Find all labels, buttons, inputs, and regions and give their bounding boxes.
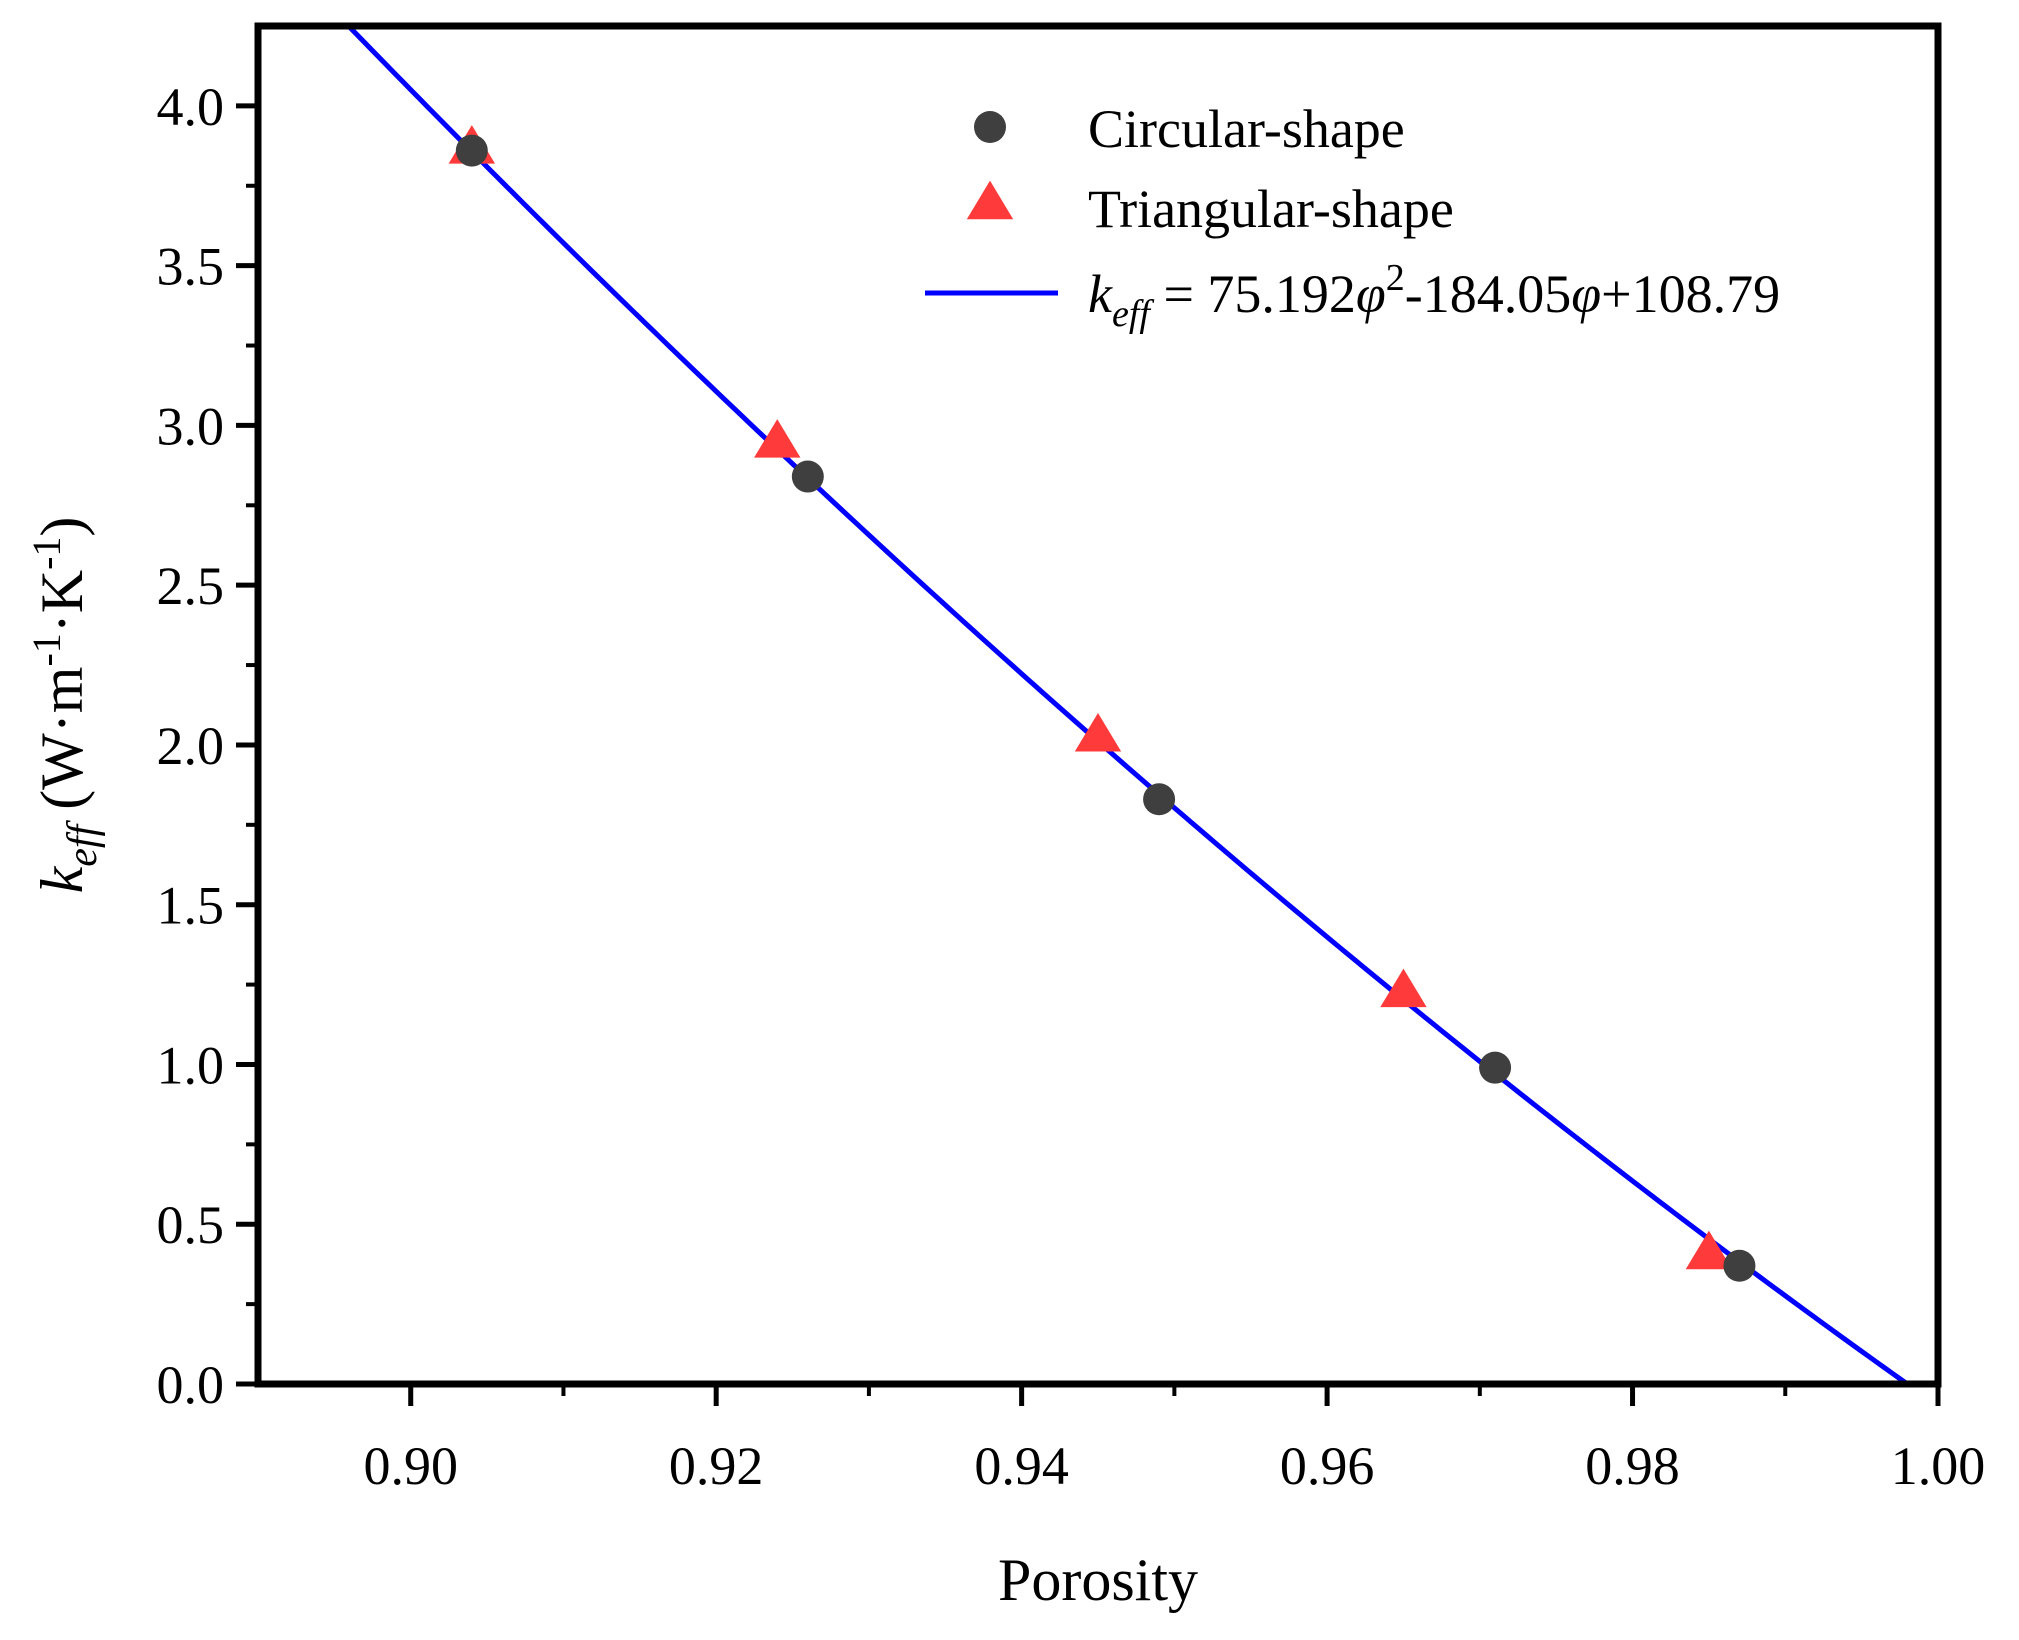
data-point-circular	[1479, 1051, 1512, 1084]
legend-marker-triangular	[966, 180, 1014, 220]
data-point-circular	[791, 460, 824, 493]
legend-label-fit: keff = 75.192φ2-184.05φ+108.79	[1088, 257, 1780, 335]
legend-fit-subscript: eff	[1112, 293, 1154, 335]
y-tick-label: 0.0	[157, 1355, 225, 1415]
legend-fit-eq-part2: -184.05	[1405, 264, 1571, 324]
x-tick-label: 1.00	[1891, 1436, 1986, 1496]
plot-frame	[254, 22, 1942, 1388]
legend-fit-eq-part1: = 75.192	[1150, 264, 1356, 324]
fit-curve	[347, 26, 1909, 1384]
y-axis-symbol: k	[29, 865, 95, 893]
legend-label-circular: Circular-shape	[1088, 99, 1405, 159]
data-point-circular	[455, 134, 488, 167]
data-points-layer	[448, 125, 1756, 1282]
x-tick-label: 0.92	[669, 1436, 764, 1496]
x-tick-label: 0.96	[1280, 1436, 1375, 1496]
y-tick-label: 2.5	[157, 556, 225, 616]
legend-fit-superscript: 2	[1386, 257, 1405, 299]
legend-label-triangular: Triangular-shape	[1088, 179, 1454, 239]
y-tick-label: 2.0	[157, 716, 225, 776]
legend-fit-phi2: φ	[1571, 264, 1601, 324]
y-axis-exponent-1: -1	[24, 633, 69, 666]
x-axis-title: Porosity	[998, 1547, 1198, 1613]
tick-layer: 0.90 0.92 0.94 0.96 0.98 1.00 0.0 0.5 1.0 1.5 2.0 2…	[157, 77, 1986, 1496]
y-tick-label: 4.0	[157, 77, 225, 137]
data-point-triangular	[1380, 968, 1427, 1008]
y-tick-label: 1.0	[157, 1035, 225, 1095]
x-tick-label: 0.94	[974, 1436, 1069, 1496]
y-tick-label: 3.0	[157, 396, 225, 456]
legend-fit-eq-part3: +108.79	[1601, 264, 1780, 324]
y-tick-label: 1.5	[157, 876, 225, 936]
x-tick-label: 0.90	[363, 1436, 458, 1496]
y-axis-units-open: (W·m	[29, 667, 95, 825]
y-axis-exponent-2: -1	[24, 537, 69, 570]
y-axis-subscript: eff	[60, 819, 106, 866]
fit-curve-layer	[347, 26, 1909, 1384]
legend-fit-symbol: k	[1088, 264, 1113, 324]
data-point-circular	[1723, 1249, 1756, 1282]
y-tick-label: 0.5	[157, 1195, 225, 1255]
y-axis-title: keff (W·m-1·K-1)	[24, 517, 106, 894]
legend-marker-circular	[974, 111, 1006, 143]
y-axis-units-mid: ·K	[29, 570, 95, 633]
data-point-triangular	[1685, 1230, 1733, 1270]
data-point-triangular	[754, 419, 801, 458]
x-tick-label: 0.98	[1585, 1436, 1680, 1496]
legend-fit-phi1: φ	[1356, 264, 1386, 324]
legend: Circular-shape Triangular-shape keff = 7…	[925, 99, 1780, 335]
y-tick-label: 3.5	[157, 237, 225, 297]
y-axis-units-close: )	[29, 517, 95, 537]
data-point-triangular	[1074, 713, 1122, 752]
data-point-circular	[1143, 783, 1176, 816]
